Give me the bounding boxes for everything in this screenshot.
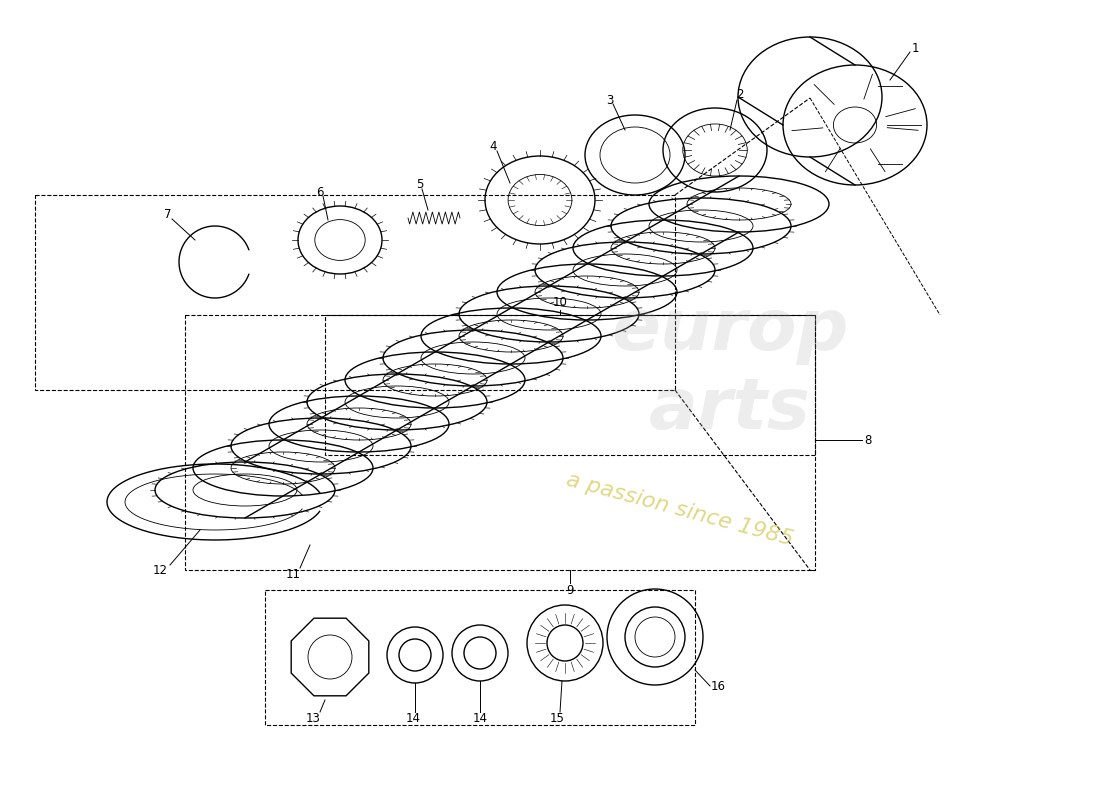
Text: 7: 7 [164, 209, 172, 222]
Text: 2: 2 [736, 89, 744, 102]
Bar [324, 315, 815, 455]
Bar [185, 315, 815, 570]
Text: europ
arts: europ arts [612, 296, 849, 444]
Text: 14: 14 [406, 711, 420, 725]
Text: 14: 14 [473, 711, 487, 725]
Text: 3: 3 [606, 94, 614, 106]
Text: 15: 15 [550, 711, 564, 725]
Text: 5: 5 [416, 178, 424, 191]
Text: 13: 13 [306, 711, 320, 725]
Text: 6: 6 [317, 186, 323, 198]
Text: a passion since 1985: a passion since 1985 [564, 470, 795, 550]
Bar [265, 590, 695, 725]
Text: 16: 16 [711, 679, 726, 693]
Text: 4: 4 [490, 141, 497, 154]
Text: 1: 1 [911, 42, 918, 54]
Bar [35, 195, 675, 390]
Text: 8: 8 [865, 434, 871, 446]
Text: 9: 9 [566, 583, 574, 597]
Text: 10: 10 [552, 297, 568, 310]
Text: 11: 11 [286, 569, 300, 582]
Text: 12: 12 [153, 563, 167, 577]
